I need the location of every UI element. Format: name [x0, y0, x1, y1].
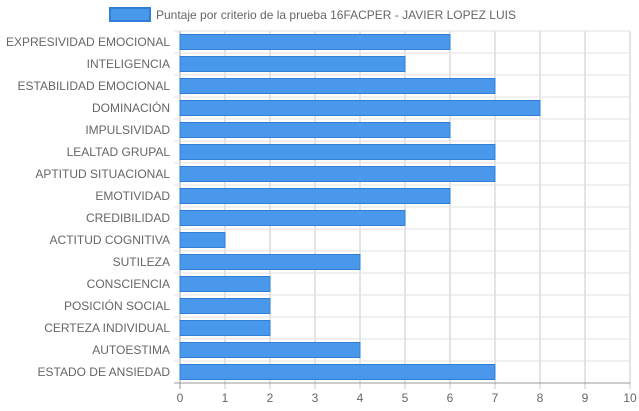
- category-label: CERTEZA INDIVIDUAL: [44, 321, 170, 335]
- x-tick-label: 0: [177, 391, 184, 405]
- x-tick-label: 7: [492, 391, 499, 405]
- bar[interactable]: [179, 144, 496, 160]
- category-label: POSICIÓN SOCIAL: [64, 298, 170, 313]
- category-label: APTITUD SITUACIONAL: [35, 167, 170, 181]
- bar[interactable]: [179, 254, 361, 270]
- bar[interactable]: [179, 342, 361, 358]
- x-tick-label: 5: [402, 391, 409, 405]
- x-tick-label: 3: [312, 391, 319, 405]
- x-tick-label: 8: [537, 391, 544, 405]
- category-label: ESTABILIDAD EMOCIONAL: [18, 79, 171, 93]
- bar[interactable]: [179, 188, 451, 204]
- bar[interactable]: [179, 34, 451, 50]
- bar[interactable]: [179, 276, 271, 292]
- category-label: AUTOESTIMA: [92, 343, 170, 357]
- category-label: DOMINACIÓN: [92, 100, 170, 115]
- category-label: IMPULSIVIDAD: [85, 123, 170, 137]
- category-label: EXPRESIVIDAD EMOCIONAL: [6, 35, 170, 49]
- bar[interactable]: [179, 166, 496, 182]
- category-label: INTELIGENCIA: [87, 57, 170, 71]
- bars: [179, 34, 541, 380]
- bar[interactable]: [179, 122, 451, 138]
- category-label: CONSCIENCIA: [87, 277, 170, 291]
- bar[interactable]: [179, 320, 271, 336]
- category-label: ACTITUD COGNITIVA: [50, 233, 170, 247]
- bar[interactable]: [179, 78, 496, 94]
- x-tick-label: 6: [447, 391, 454, 405]
- bar[interactable]: [179, 56, 406, 72]
- bar[interactable]: [179, 298, 271, 314]
- legend-label: Puntaje por criterio de la prueba 16FACP…: [156, 8, 516, 22]
- category-labels: EXPRESIVIDAD EMOCIONAL INTELIGENCIA ESTABI…: [6, 35, 170, 379]
- category-label: LEALTAD GRUPAL: [67, 145, 171, 159]
- x-tick-label: 2: [267, 391, 274, 405]
- x-tick-label: 1: [222, 391, 229, 405]
- x-tick-label: 10: [623, 391, 637, 405]
- category-label: ESTADO DE ANSIEDAD: [38, 365, 171, 379]
- category-label: CREDIBILIDAD: [86, 211, 170, 225]
- category-label: EMOTIVIDAD: [95, 189, 170, 203]
- x-tick-labels: 0 1 2 3 4 5 6 7 8 9 10: [177, 391, 637, 405]
- bar[interactable]: [179, 364, 496, 380]
- category-label: SUTILEZA: [113, 255, 170, 269]
- bar[interactable]: [179, 232, 226, 248]
- bar[interactable]: [179, 100, 541, 116]
- x-tick-label: 9: [582, 391, 589, 405]
- x-tick-label: 4: [357, 391, 364, 405]
- legend-swatch: [109, 7, 151, 22]
- bar[interactable]: [179, 210, 406, 226]
- legend[interactable]: Puntaje por criterio de la prueba 16FACP…: [109, 7, 516, 22]
